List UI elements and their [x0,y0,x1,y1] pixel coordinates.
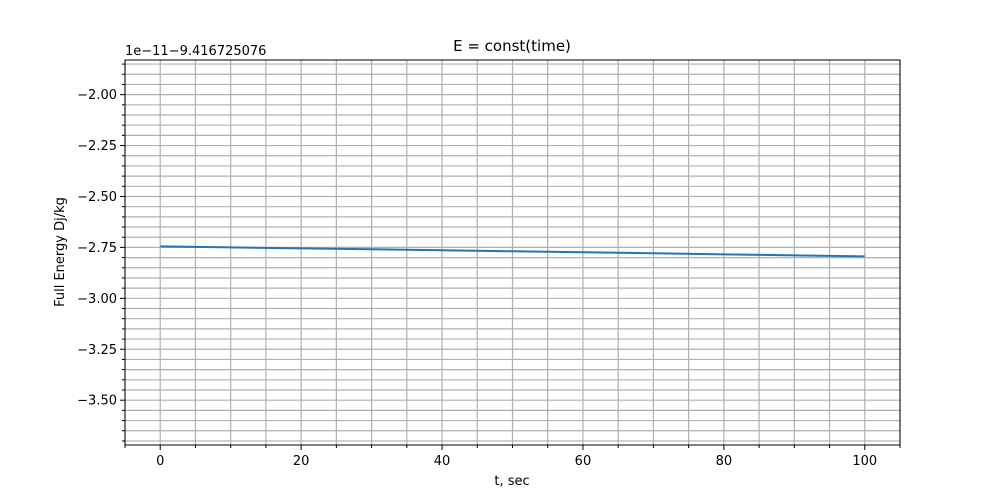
y-tick-label: −3.50 [77,394,117,409]
y-tick-label: −2.25 [77,139,117,154]
x-tick-label: 40 [434,454,451,469]
x-tick-label: 0 [156,454,164,469]
y-tick-label: −2.75 [77,241,117,256]
x-tick-label: 20 [293,454,310,469]
y-axis-offset-text: 1e−11−9.416725076 [125,44,266,59]
y-axis-label: Full Energy Dj/kg [53,197,68,307]
y-tick-label: −2.00 [77,88,117,103]
y-tick-label: −3.00 [77,292,117,307]
x-tick-label: 60 [575,454,592,469]
y-tick-label: −3.25 [77,343,117,358]
x-tick-label: 100 [852,454,877,469]
chart-title: E = const(time) [453,37,571,55]
y-tick-label: −2.50 [77,190,117,205]
x-axis-ticks: 0 20 40 60 80 100 [124,445,901,469]
x-axis-label: t, sec [494,474,529,489]
x-tick-label: 80 [716,454,733,469]
y-axis-ticks: −2.00 −2.25 −2.50 −2.75 −3.00 −3.25 −3.50 [77,63,125,442]
series-layer [160,245,865,258]
